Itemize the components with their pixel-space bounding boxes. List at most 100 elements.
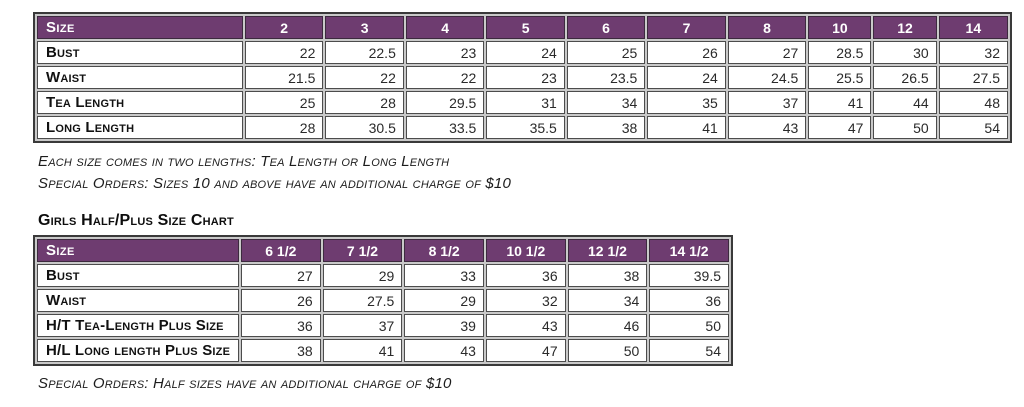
- measurement-value-cell: 41: [322, 339, 403, 362]
- measurement-value-cell: 36: [241, 314, 321, 337]
- measurement-value-cell: 29.5: [405, 91, 485, 114]
- measurement-value-cell: 25: [566, 41, 646, 64]
- measurement-value-cell: 34: [566, 91, 646, 114]
- measurement-label-cell: Bust: [37, 41, 243, 64]
- header-row: Size 2 3 4 5 6 7 8 10 12 14: [37, 16, 1008, 39]
- measurement-value-cell: 34: [567, 289, 648, 312]
- measurement-value-cell: 27.5: [322, 289, 403, 312]
- measurement-value-cell: 32: [485, 289, 566, 312]
- size-header-cell: Size: [37, 239, 239, 262]
- measurement-value-cell: 22.5: [325, 41, 404, 64]
- size-column-header-cell: 5: [486, 16, 565, 39]
- size-column-header-cell: 7 1/2: [322, 239, 403, 262]
- measurement-value-cell: 37: [727, 91, 807, 114]
- measurement-label-cell: Bust: [37, 264, 239, 287]
- note-special-orders-half-sizes: Special Orders: Half sizes have an addit…: [38, 375, 452, 392]
- measurement-value-cell: 36: [649, 289, 729, 312]
- measurement-value-cell: 25.5: [808, 66, 872, 89]
- measurement-value-cell: 33.5: [405, 116, 485, 139]
- measurement-value-cell: 54: [649, 339, 729, 362]
- measurement-value-cell: 50: [567, 339, 648, 362]
- measurement-value-cell: 22: [405, 66, 485, 89]
- measurement-value-cell: 21.5: [244, 66, 324, 89]
- measurement-value-cell: 26: [241, 289, 321, 312]
- measurement-value-cell: 22: [244, 41, 324, 64]
- size-column-header-cell: 6 1/2: [241, 239, 321, 262]
- size-column-header-cell: 7: [647, 16, 726, 39]
- note-two-lengths: Each size comes in two lengths: Tea Leng…: [38, 153, 450, 170]
- measurement-value-cell: 29: [322, 264, 403, 287]
- measurement-value-cell: 23: [486, 66, 565, 89]
- measurement-row: Waist 21.5 22 22 23 23.5 24 24.5 25.5 26.5 27.5: [37, 66, 1008, 89]
- measurement-value-cell: 31: [486, 91, 565, 114]
- measurement-value-cell: 24.5: [727, 66, 807, 89]
- measurement-value-cell: 24: [647, 66, 726, 89]
- measurement-value-cell: 41: [808, 91, 872, 114]
- size-column-header-cell: 3: [325, 16, 404, 39]
- measurement-label-cell: Waist: [37, 289, 239, 312]
- measurement-label-cell: Tea Length: [37, 91, 243, 114]
- measurement-value-cell: 43: [485, 314, 566, 337]
- measurement-value-cell: 38: [241, 339, 321, 362]
- measurement-value-cell: 48: [938, 91, 1008, 114]
- measurement-value-cell: 28.5: [808, 41, 872, 64]
- measurement-row: Tea Length 25 28 29.5 31 34 35 37 41 44 48: [37, 91, 1008, 114]
- measurement-label-cell: H/T Tea-Length Plus Size: [37, 314, 239, 337]
- measurement-value-cell: 44: [873, 91, 937, 114]
- measurement-value-cell: 38: [566, 116, 646, 139]
- note-special-orders-sizes: Special Orders: Sizes 10 and above have …: [38, 175, 511, 192]
- measurement-value-cell: 26.5: [873, 66, 937, 89]
- measurement-value-cell: 27: [241, 264, 321, 287]
- measurement-value-cell: 37: [322, 314, 403, 337]
- measurement-value-cell: 35.5: [486, 116, 565, 139]
- measurement-value-cell: 46: [567, 314, 648, 337]
- measurement-row: Bust 27 29 33 36 38 39.5: [37, 264, 729, 287]
- size-chart-notes: Each size comes in two lengths: Tea Leng…: [38, 151, 1024, 195]
- measurement-value-cell: 25: [244, 91, 324, 114]
- measurement-value-cell: 35: [647, 91, 726, 114]
- measurement-value-cell: 39.5: [649, 264, 729, 287]
- measurement-value-cell: 47: [485, 339, 566, 362]
- girls-half-plus-size-chart-table: Size 6 1/2 7 1/2 8 1/2 10 1/2 12 1/2 14 1/2 Bus…: [33, 235, 733, 366]
- measurement-value-cell: 36: [485, 264, 566, 287]
- half-plus-chart-title: Girls Half/Plus Size Chart: [38, 212, 234, 229]
- measurement-value-cell: 28: [325, 91, 404, 114]
- measurement-value-cell: 50: [649, 314, 729, 337]
- size-column-header-cell: 8 1/2: [404, 239, 484, 262]
- measurement-value-cell: 26: [647, 41, 726, 64]
- measurement-value-cell: 54: [938, 116, 1008, 139]
- measurement-row: Bust 22 22.5 23 24 25 26 27 28.5 30 32: [37, 41, 1008, 64]
- size-column-header-cell: 10: [808, 16, 872, 39]
- measurement-row: Long Length 28 30.5 33.5 35.5 38 41 43 47 50 54: [37, 116, 1008, 139]
- measurement-value-cell: 33: [404, 264, 484, 287]
- measurement-value-cell: 41: [647, 116, 726, 139]
- measurement-value-cell: 30.5: [325, 116, 404, 139]
- measurement-value-cell: 23: [405, 41, 485, 64]
- size-column-header-cell: 14: [938, 16, 1008, 39]
- measurement-value-cell: 47: [808, 116, 872, 139]
- size-column-header-cell: 6: [566, 16, 646, 39]
- size-column-header-cell: 4: [405, 16, 485, 39]
- header-row: Size 6 1/2 7 1/2 8 1/2 10 1/2 12 1/2 14 1/2: [37, 239, 729, 262]
- measurement-label-cell: H/L Long length Plus Size: [37, 339, 239, 362]
- size-header-cell: Size: [37, 16, 243, 39]
- measurement-value-cell: 24: [486, 41, 565, 64]
- measurement-label-cell: Waist: [37, 66, 243, 89]
- measurement-value-cell: 28: [244, 116, 324, 139]
- size-column-header-cell: 10 1/2: [485, 239, 566, 262]
- measurement-value-cell: 43: [404, 339, 484, 362]
- measurement-value-cell: 32: [938, 41, 1008, 64]
- measurement-value-cell: 27: [727, 41, 807, 64]
- size-column-header-cell: 2: [244, 16, 324, 39]
- measurement-value-cell: 38: [567, 264, 648, 287]
- measurement-value-cell: 43: [727, 116, 807, 139]
- measurement-row: Waist 26 27.5 29 32 34 36: [37, 289, 729, 312]
- measurement-value-cell: 22: [325, 66, 404, 89]
- measurement-value-cell: 27.5: [938, 66, 1008, 89]
- size-column-header-cell: 12: [873, 16, 937, 39]
- size-column-header-cell: 14 1/2: [649, 239, 729, 262]
- measurement-row: H/T Tea-Length Plus Size 36 37 39 43 46 50: [37, 314, 729, 337]
- size-column-header-cell: 12 1/2: [567, 239, 648, 262]
- measurement-value-cell: 23.5: [566, 66, 646, 89]
